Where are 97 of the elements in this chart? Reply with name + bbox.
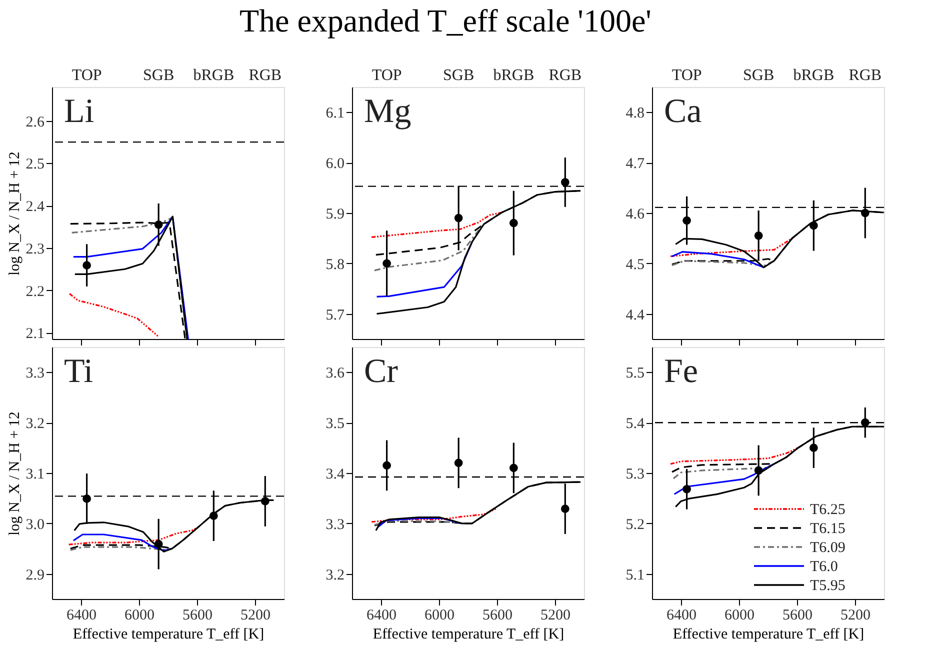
y-tick-label: 3.5 bbox=[326, 416, 344, 432]
y-tick-label: 3.4 bbox=[326, 466, 345, 482]
y-tick-label: 6.1 bbox=[326, 106, 344, 122]
x-tick-label: 6400 bbox=[666, 608, 696, 624]
annotation: Mg bbox=[364, 93, 412, 130]
point bbox=[860, 208, 870, 218]
line-series bbox=[68, 292, 160, 338]
y-tick-label: 6.0 bbox=[326, 156, 344, 172]
text: bRGB bbox=[793, 67, 834, 84]
y-tick-label: 5.1 bbox=[626, 567, 644, 584]
y-tick-label: 3.3 bbox=[326, 516, 344, 533]
line-series bbox=[374, 223, 485, 272]
y-tick-label: 5.3 bbox=[626, 466, 644, 482]
x-tick-label: 5200 bbox=[840, 608, 870, 624]
y-tick-label: 5.5 bbox=[626, 366, 644, 382]
y-tick-label: 2.4 bbox=[26, 199, 45, 216]
line-series bbox=[671, 251, 764, 268]
legend-label: T5.95 bbox=[810, 578, 846, 594]
x-axis-title: Effective temperature T_eff [K] bbox=[72, 626, 264, 642]
line-series bbox=[670, 447, 799, 465]
x-axis-title: Effective temperature T_eff [K] bbox=[372, 626, 564, 642]
point bbox=[754, 232, 763, 240]
point bbox=[154, 540, 163, 548]
y-tick-label: 3.1 bbox=[26, 466, 44, 482]
x-tick-label: 5200 bbox=[540, 608, 570, 624]
y-tick-label: 2.6 bbox=[26, 114, 45, 130]
line-series bbox=[370, 212, 503, 238]
x-tick-label: 5600 bbox=[182, 608, 212, 624]
line-series bbox=[72, 534, 173, 552]
text: bRGB bbox=[493, 67, 534, 84]
y-tick-label: 2.2 bbox=[26, 284, 44, 300]
legend-label: T6.0 bbox=[810, 559, 838, 575]
y-tick-label: 5.8 bbox=[326, 256, 344, 273]
point bbox=[509, 218, 518, 228]
y-tick-label: 2.9 bbox=[26, 567, 44, 584]
x-tick-label: 6400 bbox=[366, 608, 396, 624]
annotation: Cr bbox=[364, 353, 399, 390]
point bbox=[560, 178, 570, 186]
x-tick-label: 5200 bbox=[240, 608, 270, 624]
x-axis-title: Effective temperature T_eff [K] bbox=[672, 626, 864, 642]
point bbox=[809, 444, 818, 452]
text: SGB bbox=[443, 67, 474, 84]
point bbox=[754, 466, 763, 475]
text: TOP bbox=[372, 67, 402, 84]
chart-title: The expanded T_eff scale '100e' bbox=[239, 2, 652, 38]
y-tick-label: 4.4 bbox=[626, 307, 645, 324]
point bbox=[209, 512, 218, 520]
y-axis-title: log N_X / N_H + 12 bbox=[6, 412, 23, 536]
x-tick-label: 6400 bbox=[66, 608, 96, 624]
point bbox=[382, 461, 391, 470]
annotation: Ti bbox=[64, 353, 94, 390]
point bbox=[260, 497, 270, 506]
point bbox=[509, 464, 518, 472]
x-tick-label: 5600 bbox=[782, 608, 812, 624]
y-tick-label: 3.3 bbox=[26, 366, 44, 382]
text: RGB bbox=[848, 67, 882, 84]
y-tick-label: 5.7 bbox=[326, 307, 345, 324]
annotation: Li bbox=[64, 93, 94, 130]
y-tick-label: 5.4 bbox=[626, 416, 645, 432]
annotation: Ca bbox=[664, 93, 702, 130]
y-tick-label: 3.0 bbox=[26, 516, 44, 533]
point bbox=[454, 458, 463, 468]
text: RGB bbox=[548, 67, 582, 84]
legend-label: T6.09 bbox=[810, 540, 846, 556]
y-tick-label: 4.7 bbox=[626, 156, 645, 172]
point bbox=[454, 214, 463, 222]
legend-label: T6.25 bbox=[810, 502, 846, 518]
annotation: Fe bbox=[664, 353, 698, 390]
point bbox=[382, 259, 391, 268]
y-tick-label: 5.2 bbox=[626, 516, 644, 533]
y-tick-label: 5.9 bbox=[326, 206, 344, 222]
x-tick-label: 6000 bbox=[724, 608, 754, 624]
y-tick-label: 2.3 bbox=[26, 241, 44, 258]
text: SGB bbox=[143, 67, 174, 84]
y-tick-label: 2.5 bbox=[26, 156, 44, 173]
text: SGB bbox=[743, 67, 774, 84]
y-tick-label: 4.8 bbox=[626, 106, 644, 122]
text: TOP bbox=[672, 67, 702, 84]
point bbox=[560, 504, 570, 513]
text: bRGB bbox=[193, 67, 234, 84]
legend-label: T6.15 bbox=[810, 521, 846, 537]
y-tick-label: 3.2 bbox=[26, 416, 44, 432]
y-tick-label: 3.6 bbox=[326, 366, 345, 382]
y-tick-label: 4.5 bbox=[626, 256, 644, 273]
x-tick-label: 5600 bbox=[482, 608, 512, 624]
x-tick-label: 6000 bbox=[124, 608, 154, 624]
y-tick-label: 4.6 bbox=[626, 206, 645, 222]
y-axis-title: log N_X / N_H + 12 bbox=[6, 152, 23, 276]
text: TOP bbox=[72, 67, 102, 84]
y-tick-label: 3.2 bbox=[326, 567, 344, 584]
y-tick-label: 2.1 bbox=[26, 326, 44, 342]
line-series bbox=[674, 463, 775, 495]
point bbox=[682, 216, 691, 225]
text: RGB bbox=[248, 67, 282, 84]
x-tick-label: 6000 bbox=[424, 608, 454, 624]
point bbox=[809, 221, 818, 230]
point bbox=[682, 484, 691, 494]
